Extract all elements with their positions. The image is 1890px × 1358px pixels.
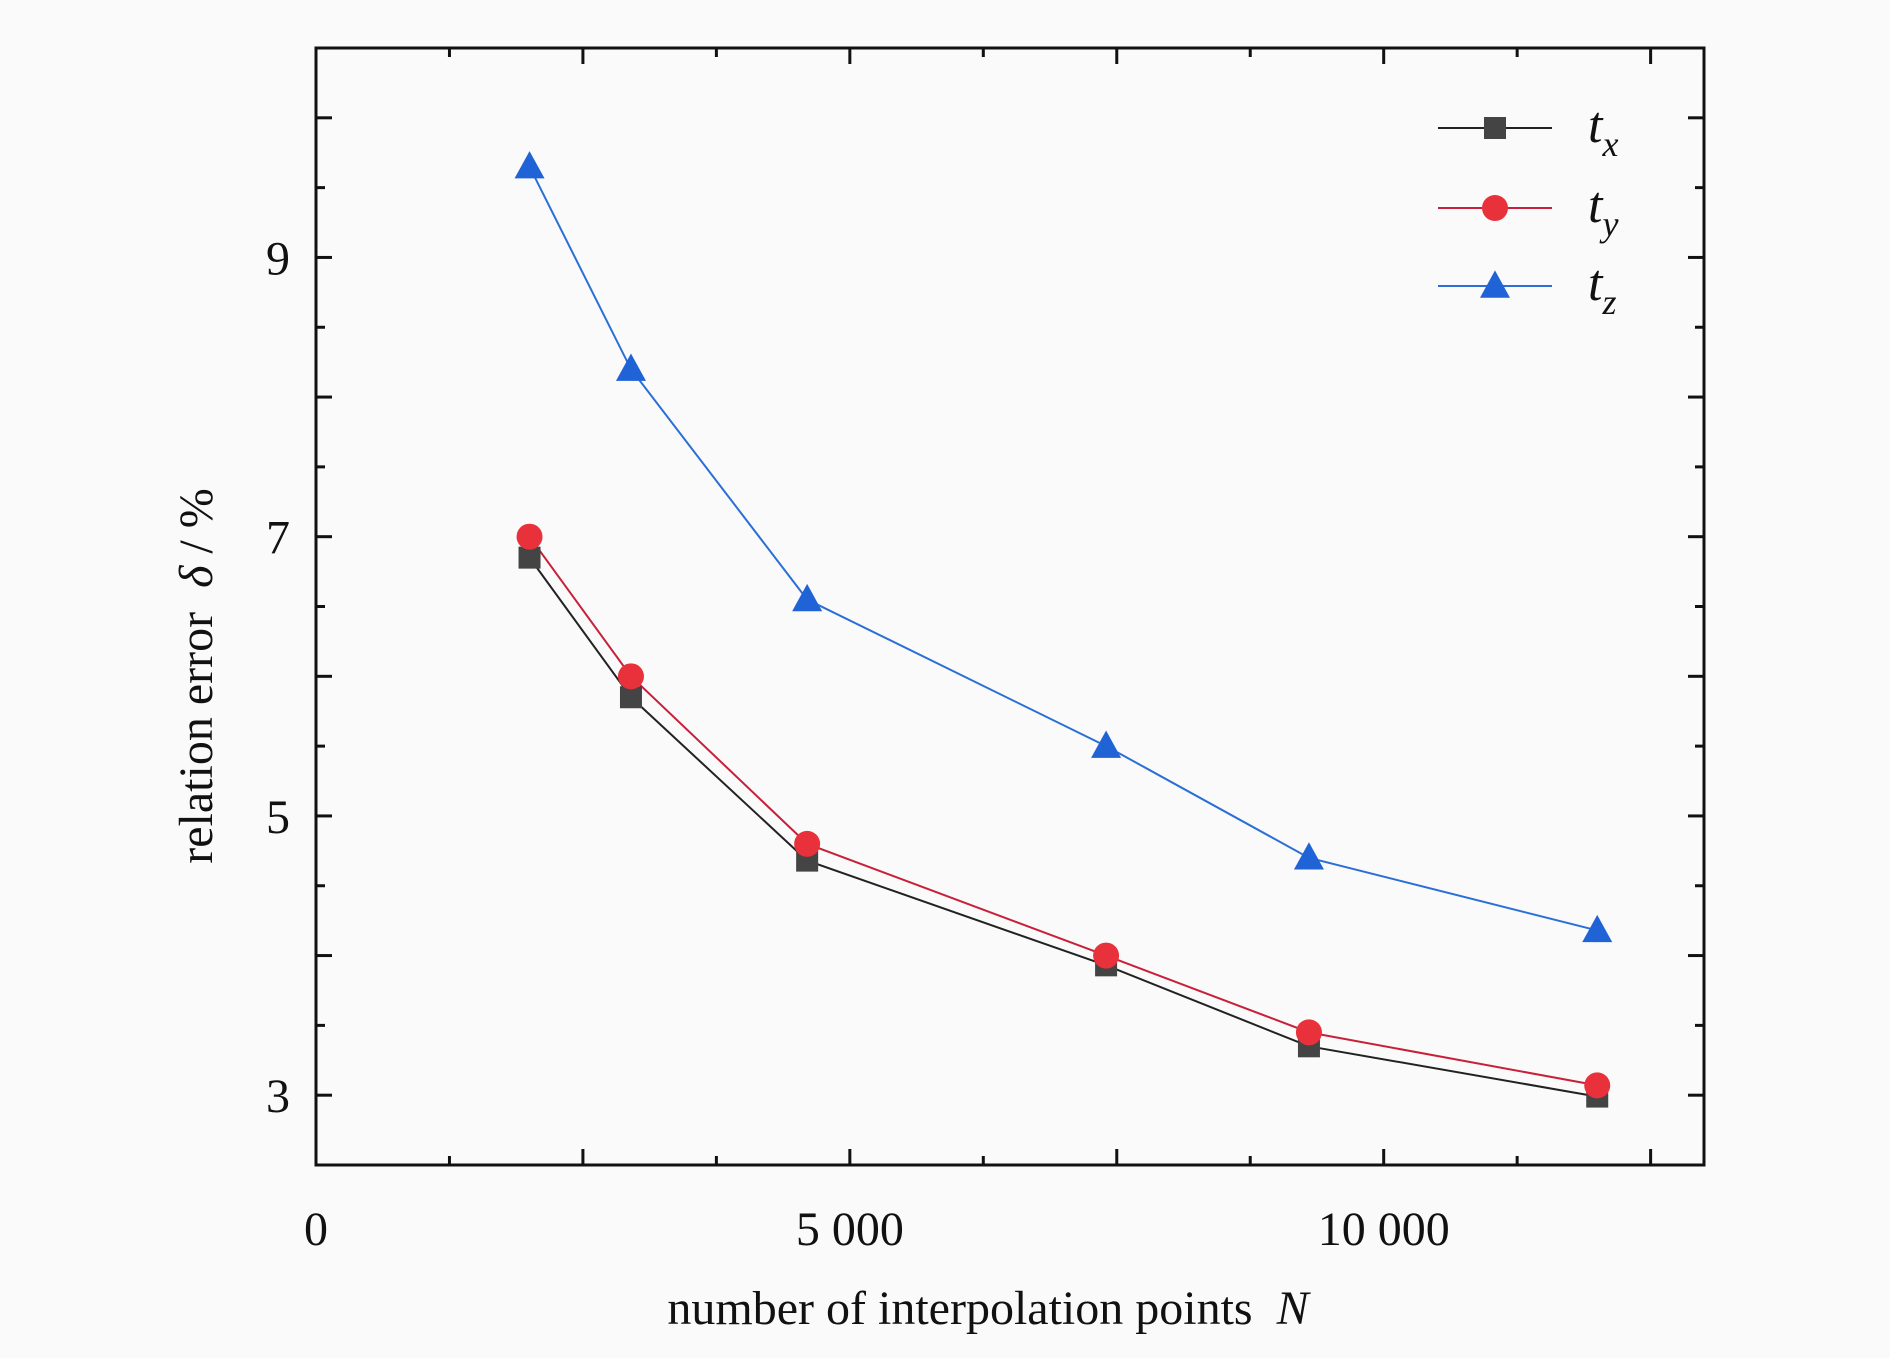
series-lines <box>528 166 1598 1098</box>
data-point-tx <box>619 686 642 709</box>
legend-label-base: t <box>1588 177 1604 234</box>
legend-label-base: t <box>1588 97 1604 154</box>
legend-marker-ty <box>1482 195 1508 221</box>
series-line-tx <box>528 557 1598 1098</box>
legend-label-base: t <box>1588 255 1604 312</box>
data-point-tx <box>518 546 541 569</box>
x-tick-label: 10 000 <box>1318 1203 1450 1256</box>
legend-label-subscript: x <box>1601 124 1618 164</box>
data-point-tz <box>514 151 545 179</box>
series-markers <box>514 151 1613 1108</box>
tick-labels: 0 5 000 10 000 3 5 7 9 <box>266 232 1450 1256</box>
series-line-ty <box>528 536 1598 1087</box>
data-point-ty <box>516 523 543 550</box>
y-tick-label: 3 <box>266 1070 290 1123</box>
x-tick-label: 5 000 <box>796 1203 904 1256</box>
data-point-tz <box>1091 730 1122 758</box>
y-tick-label: 7 <box>266 512 290 565</box>
data-point-ty <box>1584 1072 1611 1099</box>
data-point-ty <box>617 663 644 690</box>
data-point-tz <box>615 353 646 381</box>
x-axis-title-text: number of interpolation points <box>667 1282 1252 1335</box>
y-tick-label: 5 <box>266 791 290 844</box>
data-point-tz <box>1293 842 1324 870</box>
data-point-ty <box>1093 942 1120 969</box>
legend-marker-tz <box>1480 270 1510 298</box>
series-line-tz <box>528 166 1598 932</box>
x-tick-label: 0 <box>304 1203 328 1256</box>
x-axis-title: number of interpolation points N <box>667 1282 1311 1335</box>
legend-label-ty: ty <box>1588 177 1618 244</box>
y-axis-title-text: relation error <box>170 612 223 864</box>
data-point-ty <box>1295 1019 1322 1046</box>
data-point-tz <box>792 583 823 612</box>
legend-label-subscript: y <box>1599 204 1618 244</box>
y-axis-title-var: δ <box>170 565 223 588</box>
x-axis-title-var: N <box>1276 1282 1312 1335</box>
legend-label-subscript: z <box>1601 282 1616 322</box>
legend-label-tx: tx <box>1588 97 1618 164</box>
data-point-tz <box>1582 914 1613 943</box>
y-tick-label: 9 <box>266 232 290 285</box>
data-point-ty <box>794 830 821 857</box>
legend-label-tz: tz <box>1588 255 1616 322</box>
y-axis-title-unit: / % <box>170 488 223 553</box>
minor-ticks <box>316 48 1704 1165</box>
major-ticks <box>314 48 1704 1165</box>
y-axis-title: relation error δ / % <box>170 488 223 864</box>
legend-marker-tx <box>1484 117 1506 139</box>
